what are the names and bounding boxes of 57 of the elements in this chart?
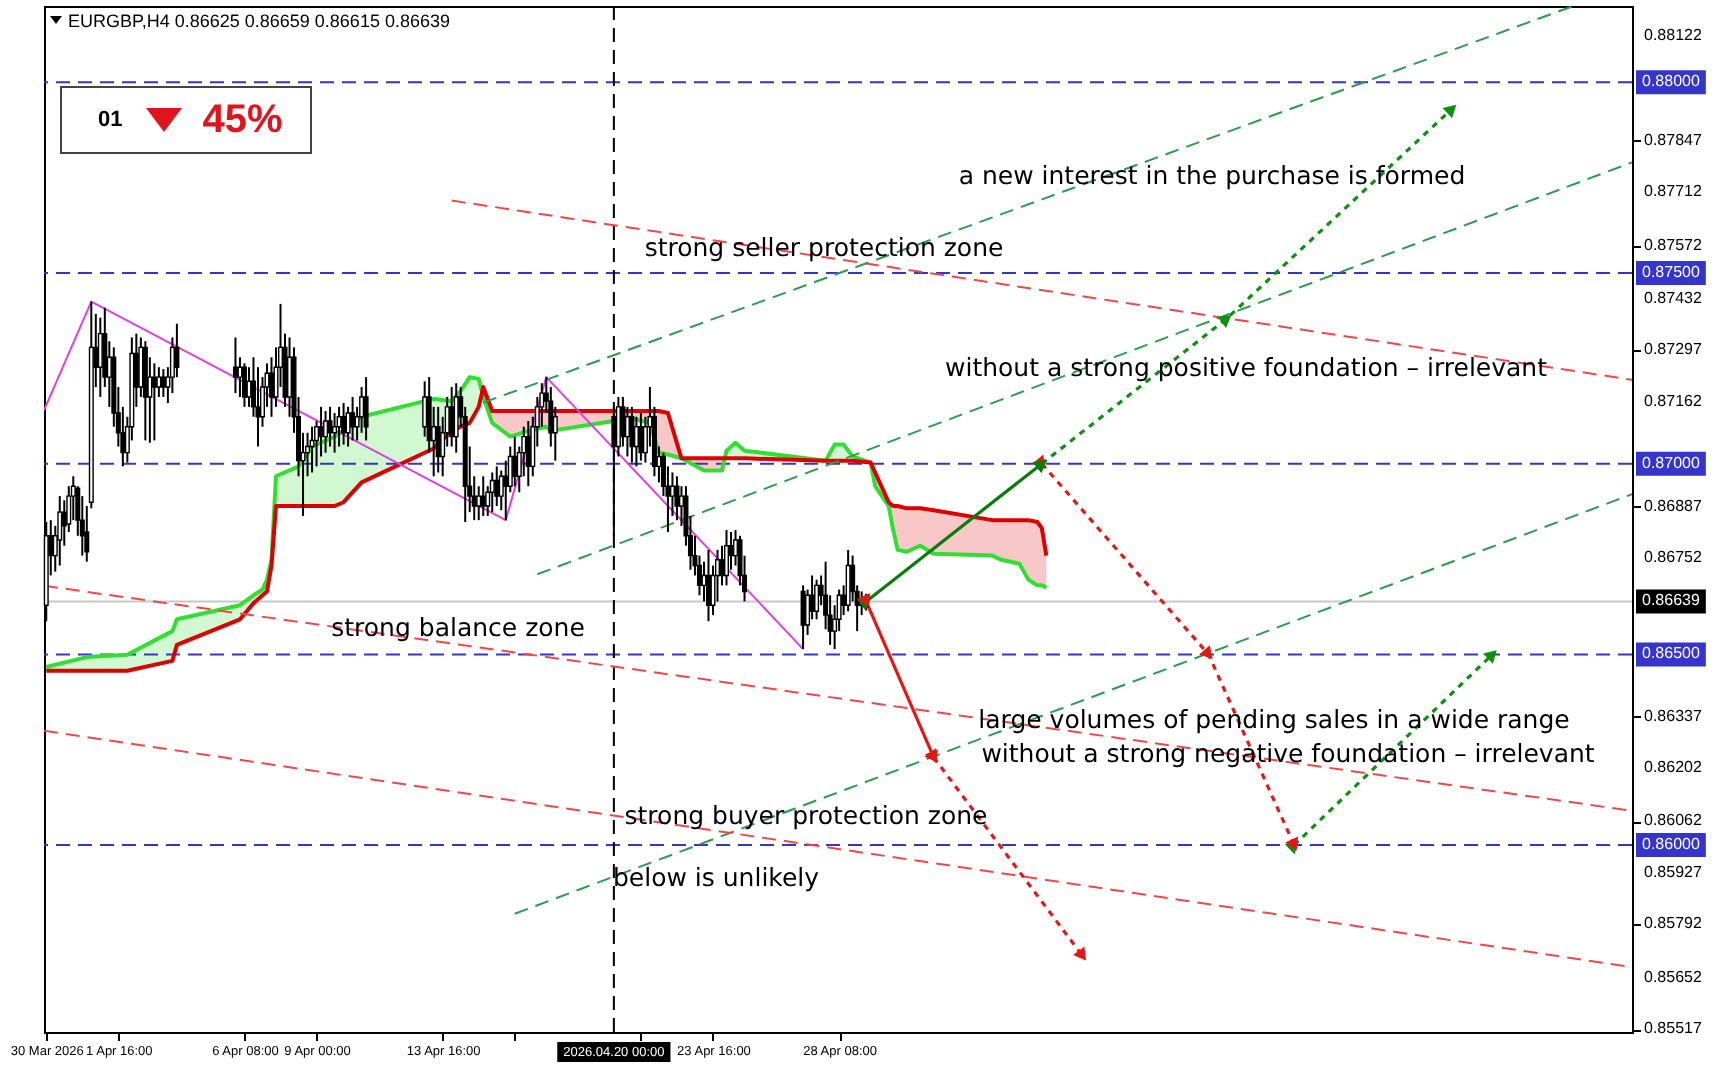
annotation: 01 (98, 108, 123, 132)
y-tick-label: 0.85517 (1644, 1019, 1703, 1038)
candlestick (449, 386, 455, 448)
candlestick (323, 410, 329, 454)
ref-line-label: 0.86639 (1642, 591, 1701, 610)
candlestick (629, 405, 635, 464)
annotation: without a strong positive foundation – irrelevant (945, 352, 1548, 382)
annotation: strong balance zone (331, 612, 586, 642)
y-tick-label: 0.87297 (1644, 340, 1703, 359)
y-tick-label: 0.85792 (1644, 914, 1703, 933)
y-tick-label: 0.87162 (1644, 391, 1703, 410)
candlestick (674, 475, 680, 522)
y-tick-label: 0.85652 (1644, 967, 1703, 986)
ref-line-label: 0.87000 (1642, 453, 1701, 472)
y-tick-label: 0.87847 (1644, 130, 1703, 149)
candlestick (332, 411, 338, 454)
candlestick (345, 405, 351, 448)
candlestick (327, 405, 333, 448)
candlestick (814, 578, 820, 621)
candlestick (363, 376, 369, 442)
candlestick (620, 395, 626, 448)
ref-line-label: 0.88000 (1642, 72, 1701, 91)
ref-line-label: 0.87500 (1642, 262, 1701, 281)
annotation: below is unlikely (612, 862, 821, 892)
point (1442, 104, 1457, 119)
candlestick (57, 495, 63, 567)
y-tick-label: 0.86062 (1644, 811, 1703, 830)
candlestick (498, 469, 504, 512)
chart-title: EURGBP,H4 0.86625 0.86659 0.86615 0.86639 (68, 11, 450, 31)
candlestick (309, 425, 315, 474)
y-tick-label: 0.85927 (1644, 862, 1703, 881)
annotation: strong seller protection zone (644, 232, 1004, 262)
info-box: 01 45% (60, 86, 312, 154)
y-tick-label: 0.86337 (1644, 706, 1703, 725)
y-tick-label: 0.86752 (1644, 548, 1703, 567)
candlestick (638, 411, 644, 462)
line-series (44, 300, 805, 651)
annotation: strong buyer protection zone (624, 800, 989, 830)
annotation: a new interest in the purchase is formed (958, 160, 1466, 190)
point (1199, 645, 1213, 660)
candlestick (724, 529, 729, 587)
candlestick (453, 382, 459, 454)
ref-line-label: 0.86000 (1642, 835, 1701, 854)
point (1217, 314, 1232, 329)
y-tick-label: 0.87712 (1644, 182, 1703, 201)
y-tick-label: 0.87572 (1644, 235, 1703, 254)
y-tick-label: 0.86887 (1644, 496, 1703, 515)
annotation: 45% (202, 97, 283, 143)
y-tick-label: 0.88122 (1644, 25, 1703, 44)
candlestick (494, 465, 500, 508)
candlestick (241, 362, 247, 408)
y-tick-label: 0.87432 (1644, 288, 1703, 307)
candlestick (341, 402, 347, 446)
ref-line-label: 0.86500 (1642, 644, 1701, 663)
candlestick (512, 435, 518, 488)
y-tick-label: 0.86202 (1644, 758, 1703, 777)
candlestick (350, 395, 356, 442)
